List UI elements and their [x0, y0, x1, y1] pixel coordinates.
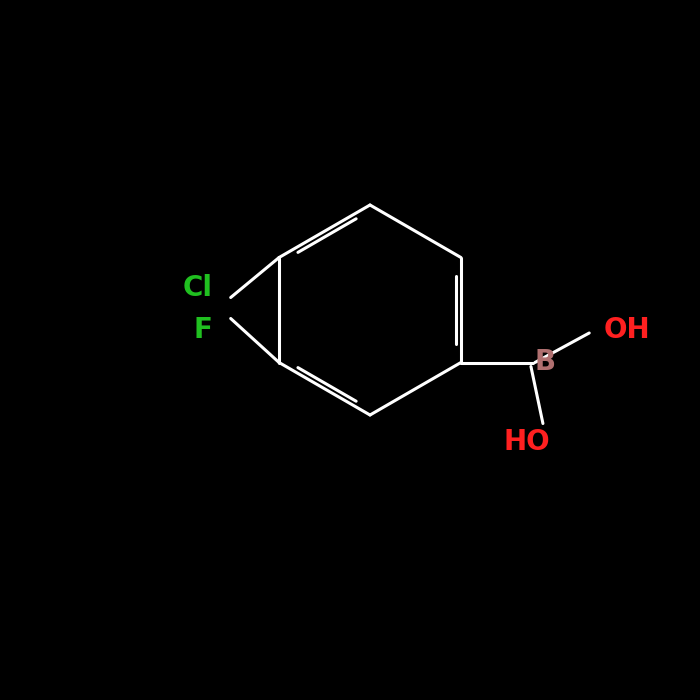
Text: HO: HO — [503, 428, 550, 456]
Text: OH: OH — [603, 316, 650, 344]
Text: B: B — [535, 349, 556, 377]
Text: F: F — [194, 316, 213, 344]
Text: Cl: Cl — [183, 274, 213, 302]
